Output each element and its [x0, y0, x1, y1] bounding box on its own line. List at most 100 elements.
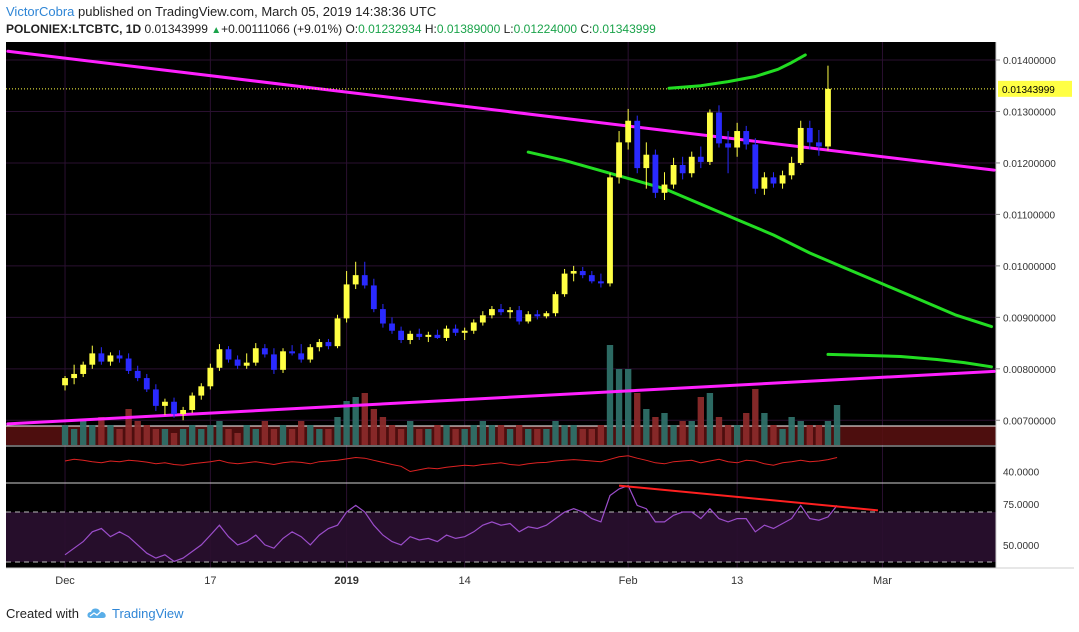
- volume-bar: [815, 425, 823, 445]
- volume-bar: [352, 397, 359, 445]
- rsi-divergence-line: [618, 484, 879, 512]
- volume-bar: [397, 429, 405, 445]
- close-label: C:: [580, 22, 593, 36]
- volume-bar: [824, 421, 832, 445]
- candle-body: [598, 281, 604, 284]
- volume-bar: [425, 429, 432, 445]
- close-value: 0.01343999: [592, 22, 656, 36]
- x-tick-label: 2019: [334, 575, 358, 587]
- volume-bar: [597, 425, 605, 445]
- candle-body: [670, 165, 677, 185]
- candle-body: [661, 184, 668, 193]
- candle-body: [116, 355, 123, 359]
- candle-body: [697, 156, 704, 162]
- x-tick-label: Mar: [873, 575, 892, 587]
- candle-body: [489, 309, 495, 316]
- candle-body: [588, 275, 595, 282]
- candle-body: [325, 342, 332, 347]
- volume-bar: [643, 409, 650, 445]
- volume-bar: [270, 429, 278, 445]
- candle-body: [552, 294, 559, 314]
- x-tick-label: 17: [204, 575, 216, 587]
- y-tick-label: 0.01000000: [1003, 262, 1056, 273]
- volume-bar: [715, 417, 723, 445]
- tradingview-chart[interactable]: 0.00700000 0.00800000 0.00900000 0.01000000…: [6, 42, 1074, 595]
- volume-bar: [307, 425, 314, 445]
- tradingview-cloud-icon: [87, 608, 106, 618]
- high-label: H:: [424, 22, 437, 36]
- candle-body: [207, 367, 214, 387]
- volume-bar: [161, 429, 169, 445]
- candle-body: [143, 378, 150, 390]
- volume-bar: [216, 421, 223, 445]
- volume-bar: [443, 425, 450, 445]
- created-with-text: Created with: [6, 606, 79, 621]
- candle-body: [570, 271, 577, 274]
- candle-body: [152, 389, 159, 406]
- y-tick-label: 0.01200000: [1003, 159, 1056, 170]
- candle-body: [716, 112, 722, 144]
- last-price: 0.01343999: [144, 22, 208, 36]
- low-value: 0.01224000: [513, 22, 578, 36]
- candle-body: [806, 127, 813, 143]
- candle-body: [706, 112, 713, 162]
- volume-bar: [543, 429, 550, 445]
- candle-body: [643, 154, 650, 169]
- volume-bar: [588, 429, 596, 445]
- candle-body: [825, 88, 831, 147]
- candle-body: [271, 354, 277, 370]
- candle-body: [679, 165, 686, 174]
- candle-body: [180, 409, 187, 415]
- tradingview-brand-link[interactable]: TradingView: [112, 606, 184, 621]
- candle-body: [198, 386, 205, 396]
- candle-body: [216, 349, 223, 368]
- candle-body: [452, 328, 459, 333]
- volume-bar: [624, 369, 632, 445]
- volume-bar: [461, 429, 468, 445]
- volume-bar: [388, 425, 396, 445]
- volume-bar: [488, 425, 496, 445]
- volume-bar: [207, 425, 214, 445]
- candle-body: [788, 162, 795, 176]
- candle-body: [261, 348, 268, 355]
- footer: Created with TradingView: [6, 606, 184, 621]
- volume-bar: [179, 429, 187, 445]
- candle-body: [389, 323, 395, 331]
- candle-body: [225, 349, 232, 360]
- candle-body: [189, 395, 196, 410]
- volume-bar: [724, 425, 732, 445]
- ma-middle: [526, 150, 993, 329]
- candle-body: [579, 271, 586, 276]
- high-value: 0.01389000: [436, 22, 501, 36]
- candle-body: [361, 275, 368, 286]
- candle-body: [89, 353, 96, 365]
- candle-body: [770, 177, 777, 184]
- y-tick-label: 0.01300000: [1003, 107, 1056, 118]
- candle-body: [298, 353, 305, 360]
- rsi-line: [64, 484, 838, 563]
- author-link[interactable]: VictorCobra: [6, 4, 75, 19]
- candle-body: [607, 177, 613, 284]
- candle-body: [507, 310, 513, 313]
- volume-bar: [497, 425, 505, 445]
- candle-body: [743, 131, 750, 145]
- candle-body: [752, 144, 759, 189]
- volume-bar: [788, 417, 795, 445]
- candle-body: [398, 330, 404, 340]
- x-tick-label: Dec: [55, 575, 75, 587]
- trendline-lower-support: [6, 369, 996, 426]
- oscillator-line: [64, 455, 838, 473]
- publish-header: VictorCobra published on TradingView.com…: [6, 4, 436, 19]
- volume-bar: [479, 421, 487, 445]
- candle-body: [316, 342, 323, 348]
- chart-frame[interactable]: 0.00700000 0.00800000 0.00900000 0.01000000…: [6, 42, 1074, 595]
- published-text: published on TradingView.com, March 05, …: [78, 4, 437, 19]
- volume-bar: [316, 429, 323, 445]
- candle-body: [98, 353, 105, 362]
- volume-bar: [670, 425, 677, 445]
- candle-body: [171, 401, 177, 415]
- candle-body: [107, 355, 114, 362]
- volume-bar: [552, 421, 559, 445]
- y-tick-label: 0.00800000: [1003, 365, 1056, 376]
- volume-bar: [579, 429, 586, 445]
